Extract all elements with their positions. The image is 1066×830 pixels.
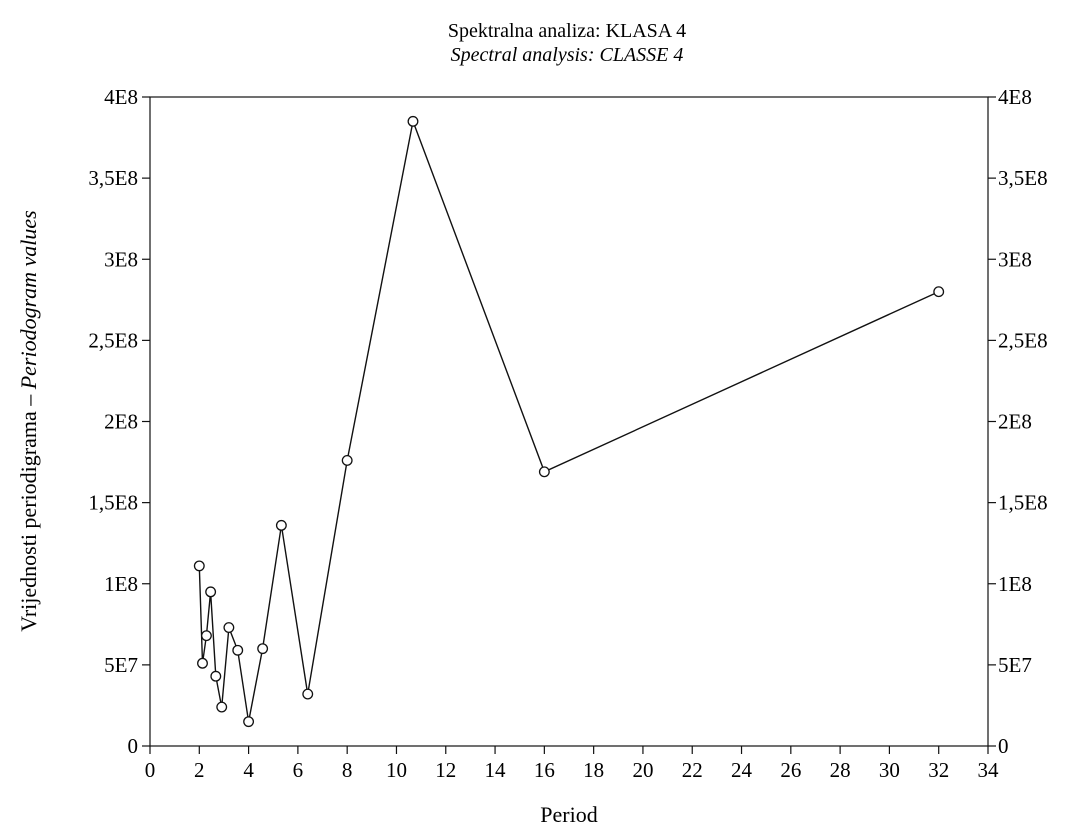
x-tick-label: 8 bbox=[342, 758, 353, 782]
y-tick-label-left: 3,5E8 bbox=[88, 166, 138, 190]
y-tick-label-right: 5E7 bbox=[998, 653, 1032, 677]
data-point bbox=[243, 716, 255, 728]
y-tick-label-right: 3E8 bbox=[998, 247, 1032, 271]
data-point bbox=[197, 657, 208, 669]
data-point bbox=[257, 643, 269, 655]
x-tick-label: 12 bbox=[435, 758, 456, 782]
chart-subtitle: Spectral analysis: CLASSE 4 bbox=[451, 44, 684, 66]
data-point bbox=[538, 466, 550, 478]
y-axis-label: Vrijednosti periodigrama – Periodogram v… bbox=[16, 210, 41, 631]
x-tick-label: 4 bbox=[243, 758, 254, 782]
data-point bbox=[216, 701, 228, 713]
y-tick-label-left: 1,5E8 bbox=[88, 491, 138, 515]
y-tick-label-right: 1,5E8 bbox=[998, 491, 1048, 515]
plot-frame bbox=[149, 96, 989, 747]
x-tick-label: 18 bbox=[583, 758, 604, 782]
data-point bbox=[200, 630, 212, 642]
y-tick-label-right: 3,5E8 bbox=[998, 166, 1048, 190]
data-point bbox=[210, 670, 222, 682]
data-point bbox=[275, 519, 287, 531]
x-tick-label: 22 bbox=[682, 758, 703, 782]
x-tick-label: 0 bbox=[145, 758, 156, 782]
data-point bbox=[933, 286, 945, 298]
x-tick-label: 10 bbox=[386, 758, 407, 782]
series-line bbox=[198, 118, 939, 722]
y-axis-right: 0 5E7 1E8 1,5E8 2E8 2,5E8 3E8 3,5E8 4E8 bbox=[988, 85, 1048, 758]
y-tick-label-right: 1E8 bbox=[998, 572, 1032, 596]
x-tick-label: 30 bbox=[879, 758, 900, 782]
x-tick-label: 2 bbox=[194, 758, 205, 782]
x-axis-label: Period bbox=[540, 802, 597, 827]
data-point bbox=[205, 586, 217, 598]
x-axis: 0 2 4 6 8 10 12 14 16 18 20 22 24 26 28 30 32 34 bbox=[145, 746, 999, 782]
data-point bbox=[341, 454, 353, 466]
y-tick-label-left: 2,5E8 bbox=[88, 328, 138, 352]
data-point bbox=[223, 622, 235, 634]
series-points bbox=[193, 115, 945, 728]
x-tick-label: 14 bbox=[485, 758, 507, 782]
y-tick-label-left: 3E8 bbox=[104, 247, 138, 271]
data-point bbox=[232, 644, 244, 656]
y-tick-label-left: 1E8 bbox=[104, 572, 138, 596]
data-point bbox=[193, 560, 205, 572]
x-tick-label: 20 bbox=[632, 758, 653, 782]
y-tick-label-left: 4E8 bbox=[104, 85, 138, 109]
y-tick-label-right: 4E8 bbox=[998, 85, 1032, 109]
y-tick-label-right: 2E8 bbox=[998, 410, 1032, 434]
data-point bbox=[407, 115, 419, 127]
y-tick-label-right: 0 bbox=[998, 734, 1009, 758]
x-tick-label: 34 bbox=[978, 758, 1000, 782]
y-tick-label-left: 5E7 bbox=[104, 653, 138, 677]
data-point bbox=[302, 688, 314, 700]
y-tick-label-left: 0 bbox=[128, 734, 139, 758]
x-tick-label: 28 bbox=[830, 758, 851, 782]
y-axis-left: 0 5E7 1E8 1,5E8 2E8 2,5E8 3E8 3,5E8 4E8 bbox=[88, 85, 150, 758]
x-tick-label: 26 bbox=[780, 758, 801, 782]
x-tick-label: 24 bbox=[731, 758, 753, 782]
y-axis-label-plain: Vrijednosti periodigrama – bbox=[16, 389, 41, 631]
chart-title: Spektralna analiza: KLASA 4 bbox=[448, 20, 686, 42]
y-tick-label-left: 2E8 bbox=[104, 410, 138, 434]
x-tick-label: 32 bbox=[928, 758, 949, 782]
x-tick-label: 6 bbox=[293, 758, 304, 782]
y-tick-label-right: 2,5E8 bbox=[998, 328, 1048, 352]
y-axis-label-italic: Periodogram values bbox=[16, 210, 41, 390]
x-tick-label: 16 bbox=[534, 758, 555, 782]
